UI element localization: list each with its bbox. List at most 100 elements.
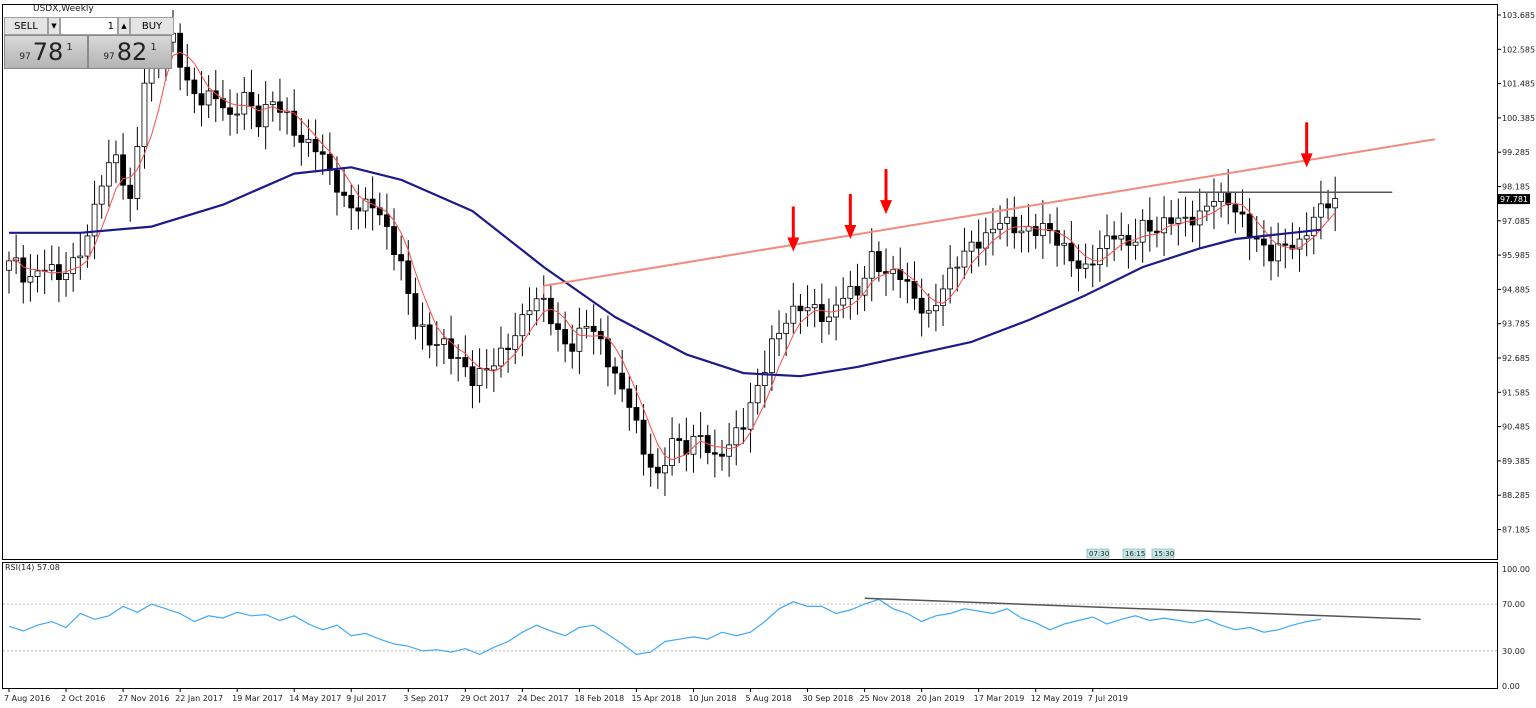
buy-button[interactable]: BUY (130, 17, 174, 35)
price-y-tick-label: 101.485 (1502, 80, 1535, 89)
buy-price-button[interactable]: 97 82 1 (88, 35, 172, 69)
candle-down (469, 366, 476, 386)
candle-down (383, 214, 390, 227)
x-tick-label: 14 May 2017 (289, 694, 341, 703)
candle-down (626, 388, 633, 408)
candle-down (1232, 204, 1239, 213)
candle-up (940, 288, 946, 306)
lot-size-input[interactable]: 1 (60, 17, 118, 35)
candle-up (1218, 191, 1224, 203)
rsi-line (8, 598, 1321, 656)
candle-down (1268, 244, 1274, 262)
candle-up (954, 266, 961, 269)
candle-down (412, 293, 419, 327)
candle-up (262, 104, 269, 128)
candle-up (1332, 198, 1339, 209)
candle-up (947, 267, 954, 290)
buy-price-main: 82 (116, 38, 148, 66)
fast-moving-average-line (8, 51, 1336, 461)
candle-up (48, 264, 55, 271)
x-tick-label: 19 Mar 2017 (232, 694, 283, 703)
x-tick-label: 29 Oct 2017 (460, 694, 509, 703)
candle-up (540, 297, 547, 300)
x-tick-label: 18 Feb 2018 (574, 694, 624, 703)
candle-up (1139, 219, 1146, 243)
rsi-title: RSI(14) 57.08 (5, 563, 60, 572)
candle-up (1082, 263, 1089, 269)
candle-down (191, 79, 198, 95)
candle-up (305, 138, 312, 143)
candle-down (569, 343, 576, 352)
price-y-tick-label: 100.385 (1502, 114, 1535, 123)
candle-down (426, 324, 433, 346)
candle-up (868, 251, 875, 279)
candle-down (391, 226, 397, 255)
price-y-tick-label: 93.785 (1502, 320, 1530, 329)
candle-down (277, 101, 283, 113)
candle-up (783, 322, 790, 334)
candle-up (98, 185, 105, 205)
candle-up (141, 82, 148, 148)
candle-down (1239, 211, 1246, 215)
x-tick-label: 3 Sep 2017 (403, 694, 449, 703)
sell-price-button[interactable]: 97 78 1 (4, 35, 88, 69)
candle-up (105, 162, 112, 187)
x-tick-label: 22 Jan 2017 (175, 694, 223, 703)
candle-down (633, 407, 640, 421)
candle-up (769, 338, 775, 373)
sell-price-sup: 1 (66, 41, 73, 53)
candle-up (34, 270, 41, 277)
candle-down (1011, 216, 1018, 234)
x-tick-label: 30 Sep 2018 (803, 694, 854, 703)
price-chart (6, 10, 1436, 496)
candle-up (576, 327, 583, 352)
candle-up (662, 465, 668, 474)
x-tick-label: 9 Jul 2017 (346, 694, 386, 703)
candle-up (27, 276, 34, 283)
candle-down (334, 170, 340, 193)
lot-decrease-button[interactable]: ▼ (48, 17, 60, 35)
lot-increase-button[interactable]: ▲ (118, 17, 130, 35)
candle-up (1318, 203, 1324, 218)
candle-down (1111, 235, 1118, 240)
price-y-tick-label: 99.285 (1502, 148, 1530, 157)
sell-button[interactable]: SELL (4, 17, 48, 35)
candle-up (1182, 216, 1189, 219)
rsi-y-tick-label: 30.00 (1502, 647, 1525, 656)
price-y-tick-label: 92.685 (1502, 354, 1530, 363)
candle-up (961, 250, 968, 268)
candle-down (1168, 217, 1175, 224)
candle-up (1303, 235, 1310, 240)
candle-up (890, 269, 897, 274)
candle-up (733, 427, 740, 446)
buy-price-sup: 1 (150, 41, 157, 53)
event-time-marker (1086, 548, 1110, 559)
candle-down (1146, 219, 1153, 232)
candle-down (1325, 203, 1331, 209)
candle-up (113, 154, 119, 164)
x-tick-label: 2 Oct 2016 (61, 694, 105, 703)
candle-down (127, 184, 134, 199)
candle-down (398, 254, 405, 262)
candle-up (1296, 238, 1303, 250)
buy-price-prefix: 97 (103, 52, 115, 62)
one-click-trading-panel: SELL ▼ 1 ▲ BUY 97 78 1 97 82 1 (4, 17, 174, 69)
rsi-declining-trendline (864, 597, 1421, 621)
rsi-y-tick-label: 0.00 (1502, 682, 1520, 691)
candle-down (291, 110, 298, 136)
candle-up (269, 101, 276, 105)
candle-down (562, 329, 569, 345)
price-y-tick-label: 102.585 (1502, 45, 1535, 54)
candle-down (797, 305, 804, 312)
candle-up (997, 223, 1003, 230)
x-tick-label: 20 Jan 2019 (917, 694, 965, 703)
candle-down (448, 338, 454, 359)
x-tick-label: 5 Aug 2018 (746, 694, 792, 703)
candle-down (20, 257, 27, 283)
candle-up (933, 305, 939, 312)
candle-down (341, 191, 348, 196)
candle-down (711, 452, 718, 455)
candle-down (1047, 223, 1053, 232)
x-tick-label: 24 Dec 2017 (517, 694, 568, 703)
